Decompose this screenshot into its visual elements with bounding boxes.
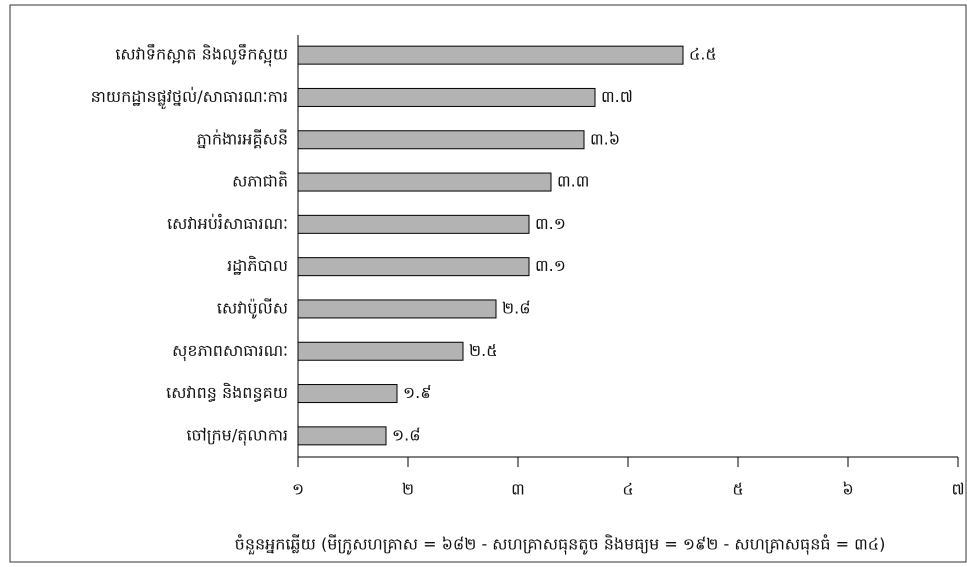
bar [297, 87, 596, 107]
y-tick-label: សុខភាពសាធារណៈ [172, 341, 288, 362]
x-tick-label: ១ [292, 480, 304, 499]
y-tick-label: សភាជាតិ [232, 171, 288, 191]
bar [297, 299, 497, 319]
x-tick-label: ៣ [511, 480, 525, 499]
y-tick-label: រដ្ឋាភិបាល [227, 255, 288, 275]
bar [297, 341, 464, 361]
y-tick-label: ភ្នាក់ងារអគ្គីសនី [197, 128, 288, 148]
x-tick-label: ៥ [732, 480, 743, 499]
x-tick-label: ៦ [842, 480, 853, 499]
value-label: ១.៩ [403, 383, 432, 402]
x-tick-label: ២ [402, 480, 414, 499]
x-axis-label: ចំនួនអ្នកឆ្លើយ (មីក្រូសហគ្រាស = ៦៨២ - សហ… [235, 534, 886, 556]
value-label: ៣.១ [535, 256, 566, 275]
bar [297, 384, 398, 404]
x-tick-label: ៤ [622, 480, 633, 499]
value-label: ២.៨ [502, 298, 531, 317]
value-label: ៣.៣ [557, 172, 589, 191]
y-tick-label: សេវាអប់រំសាធារណៈ [167, 213, 288, 233]
bar [297, 45, 684, 65]
y-tick-label: សេវាទឹកស្អាត និងលូទឹកស្អុយ [115, 44, 288, 68]
bar [297, 426, 387, 446]
y-tick-label: នាយកដ្ឋានផ្លូវថ្នល់/សាធារណៈការ [91, 86, 288, 110]
value-label: ១.៨ [392, 425, 421, 444]
value-label: ២.៥ [469, 341, 498, 360]
y-tick-label: សេវាប៉ូលីស [217, 297, 288, 319]
y-tick-label: សេវាពន្ធ និងពន្ធគយ [166, 382, 288, 402]
value-label: ៤.៥ [689, 45, 717, 64]
bar [297, 214, 530, 234]
y-tick-label: ចៅក្រម/តុលាការ [186, 425, 288, 446]
x-tick-label: ៧ [951, 480, 964, 499]
bar [297, 130, 585, 150]
value-label: ៣.៦ [590, 129, 620, 148]
bar [297, 172, 552, 192]
value-label: ៣.១ [535, 214, 566, 233]
chart-frame [9, 4, 967, 563]
bar [297, 257, 530, 277]
value-label: ៣.៧ [601, 87, 633, 106]
